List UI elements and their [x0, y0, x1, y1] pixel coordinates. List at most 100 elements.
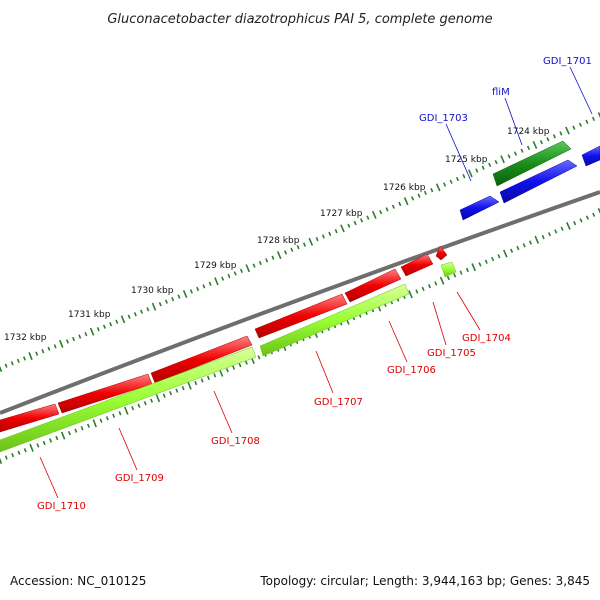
- scale-label: 1725 kbp: [445, 155, 488, 165]
- ruler-tick: [36, 443, 40, 448]
- ruler-tick: [573, 220, 577, 226]
- ruler-tick: [308, 237, 314, 246]
- gene-label-gdi-1707[interactable]: GDI_1707: [314, 397, 363, 408]
- ruler-tick: [559, 131, 563, 136]
- ruler-tick: [16, 358, 20, 364]
- ruler-tick: [140, 309, 144, 314]
- scale-label: 1732 kbp: [4, 333, 47, 343]
- ruler-tick: [468, 169, 473, 178]
- ruler-tick: [74, 428, 78, 433]
- ruler-tick: [29, 443, 34, 452]
- ruler-tick: [47, 346, 51, 351]
- gene-label-gdi-1703[interactable]: GDI_1703: [419, 113, 468, 124]
- gene-label-gdi-1704[interactable]: GDI_1704: [462, 333, 511, 344]
- protein-feature-gdi-1701[interactable]: [581, 145, 600, 167]
- ruler-tick: [541, 234, 545, 240]
- ruler-tick: [566, 221, 571, 230]
- ruler-tick: [55, 435, 59, 441]
- ruler-tick: [80, 426, 84, 431]
- gene-label-gdi-1709[interactable]: GDI_1709: [115, 473, 164, 484]
- gene-label-gdi-1708[interactable]: GDI_1708: [211, 436, 260, 447]
- gene-label-flim[interactable]: fliM: [492, 87, 510, 98]
- ruler-tick: [182, 289, 188, 299]
- gene-label-gdi-1701[interactable]: GDI_1701: [543, 56, 592, 67]
- ruler-tick: [189, 289, 193, 294]
- ruler-tick: [494, 159, 498, 165]
- ruler-tick: [578, 122, 583, 127]
- gene-feature-gdi-1704[interactable]: [435, 245, 448, 261]
- ruler-tick: [302, 242, 307, 247]
- ruler-tick: [547, 232, 552, 237]
- gene-label-gdi-1705[interactable]: GDI_1705: [427, 348, 476, 359]
- ruler-tick: [385, 207, 389, 212]
- label-leader: [432, 301, 447, 346]
- ruler-tick: [158, 302, 162, 307]
- ruler-tick: [28, 352, 33, 361]
- protein-feature-gdi-1704[interactable]: [440, 261, 457, 278]
- ruler-tick: [200, 378, 204, 383]
- ruler-tick: [500, 155, 505, 164]
- gene-feature-gdi-1706[interactable]: [344, 268, 402, 303]
- ruler-tick: [4, 455, 8, 460]
- ruler-tick: [150, 398, 154, 403]
- ruler-tick: [252, 263, 256, 268]
- ruler-tick: [22, 356, 26, 361]
- ruler-tick: [143, 401, 147, 406]
- gene-label-gdi-1706[interactable]: GDI_1706: [387, 365, 436, 376]
- ruler-tick: [579, 218, 583, 223]
- ruler-tick: [10, 361, 14, 366]
- ruler-tick: [597, 112, 600, 118]
- protein-feature-gdi-1706[interactable]: [259, 283, 410, 357]
- ruler-tick: [371, 210, 377, 219]
- ruler-tick: [321, 234, 325, 239]
- ruler-tick: [115, 319, 119, 324]
- ruler-tick: [276, 251, 282, 260]
- ruler-tick: [340, 224, 345, 233]
- ruler-tick: [366, 215, 370, 220]
- label-leader: [388, 320, 408, 363]
- ruler-tick: [102, 324, 106, 329]
- ruler-tick: [96, 327, 100, 332]
- ruler-tick: [86, 423, 90, 428]
- gene-feature-gdi-1710[interactable]: [0, 403, 60, 433]
- ruler-tick: [227, 273, 231, 279]
- ruler-tick: [239, 268, 243, 274]
- protein-feature-gdi-1703[interactable]: [459, 195, 500, 221]
- gene-feature-flim[interactable]: [492, 140, 572, 187]
- gene-feature-gdi-1708[interactable]: [150, 335, 253, 384]
- scale-label: 1730 kbp: [131, 286, 174, 296]
- ruler-tick: [534, 235, 540, 244]
- gene-feature-gdi-1707[interactable]: [254, 293, 348, 339]
- ruler-tick: [585, 215, 589, 220]
- ruler-tick: [35, 351, 39, 356]
- ruler-tick: [510, 248, 514, 253]
- ruler-tick: [398, 201, 402, 207]
- gene-feature-gdi-1705[interactable]: [400, 253, 434, 277]
- protein-feature-flim[interactable]: [499, 159, 578, 204]
- ruler-tick: [105, 416, 109, 421]
- ruler-tick: [124, 406, 129, 415]
- ruler-tick: [177, 294, 181, 299]
- ruler-tick: [4, 363, 8, 368]
- ruler-tick: [516, 245, 520, 251]
- ruler-tick: [532, 140, 538, 149]
- gene-label-gdi-1710[interactable]: GDI_1710: [37, 501, 86, 512]
- ruler-tick: [187, 381, 192, 390]
- ruler-tick: [347, 223, 351, 228]
- scale-label: 1724 kbp: [507, 127, 550, 137]
- ruler-tick: [67, 430, 71, 436]
- ruler-tick: [92, 419, 97, 428]
- ruler-tick: [162, 393, 166, 398]
- ruler-tick: [151, 302, 157, 311]
- ruler-tick: [502, 249, 508, 258]
- ruler-tick: [353, 220, 357, 226]
- ruler-tick: [427, 283, 432, 289]
- protein-feature-gdi-1708[interactable]: [0, 346, 257, 453]
- ruler-tick: [565, 126, 570, 135]
- ruler-tick: [194, 380, 198, 386]
- ruler-tick: [513, 151, 518, 156]
- ruler-tick: [546, 137, 550, 142]
- ruler-tick: [233, 271, 237, 276]
- label-leader: [445, 123, 472, 182]
